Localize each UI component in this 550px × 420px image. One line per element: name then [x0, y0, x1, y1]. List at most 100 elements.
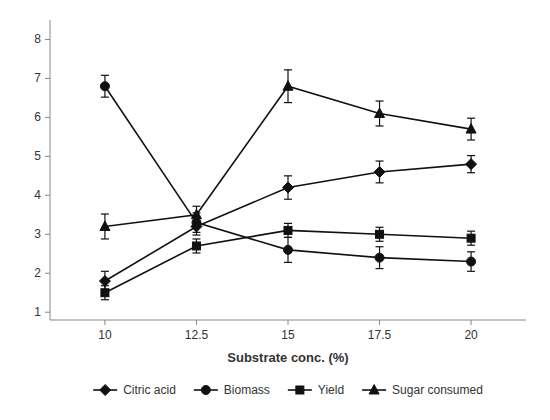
y-tick	[45, 117, 50, 118]
series	[100, 70, 476, 239]
data-point	[466, 159, 477, 170]
error-bar	[376, 247, 384, 269]
x-tick	[471, 320, 472, 325]
error-bar-cap	[101, 213, 109, 214]
data-point	[100, 82, 109, 91]
legend-label: Sugar consumed	[392, 383, 483, 397]
error-bar-cap	[284, 262, 292, 263]
data-point	[101, 289, 109, 297]
error-bar-cap	[467, 155, 475, 156]
error-bar	[101, 286, 109, 300]
x-tick	[379, 320, 380, 325]
data-point	[467, 234, 475, 242]
x-tick-label: 20	[464, 328, 478, 342]
x-tick-label: 10	[98, 328, 112, 342]
data-point	[100, 221, 110, 231]
data-point	[191, 209, 201, 219]
x-axis-label: Substrate conc. (%)	[227, 350, 348, 365]
series-line	[105, 230, 471, 292]
x-tick-label: 12.5	[185, 328, 209, 342]
x-tick-label: 15	[281, 328, 295, 342]
error-bar	[467, 252, 475, 271]
error-bar	[376, 101, 384, 126]
error-bar-cap	[101, 97, 109, 98]
error-bar	[192, 206, 200, 223]
legend-swatch-marker	[369, 385, 379, 395]
data-point	[466, 124, 476, 134]
error-bar-cap	[467, 251, 475, 252]
series	[100, 75, 475, 271]
error-bar-cap	[192, 234, 200, 235]
y-tick	[45, 78, 50, 79]
data-point	[284, 245, 293, 254]
error-bar-cap	[284, 223, 292, 224]
data-point	[374, 166, 385, 177]
error-bar-cap	[467, 231, 475, 232]
error-bar-cap	[192, 232, 200, 233]
y-tick-label: 4	[34, 188, 41, 202]
y-tick	[45, 273, 50, 274]
error-bar-cap	[376, 241, 384, 242]
legend-item: Sugar consumed	[362, 383, 483, 397]
error-bar-cap	[284, 237, 292, 238]
error-bar-cap	[376, 182, 384, 183]
chart-container: 1012.51517.52012345678Substrate conc. (%…	[0, 0, 550, 420]
legend-label: Yield	[318, 383, 344, 397]
series	[101, 223, 475, 299]
error-bar-cap	[284, 199, 292, 200]
error-bar	[284, 70, 292, 103]
series	[99, 156, 476, 291]
plot-area	[99, 70, 476, 300]
error-bar-cap	[192, 238, 200, 239]
y-tick	[45, 234, 50, 235]
error-bar-cap	[284, 102, 292, 103]
error-bar-cap	[467, 271, 475, 272]
y-tick-label: 6	[34, 110, 41, 124]
legend-swatch-marker	[100, 385, 111, 396]
legend-item: Yield	[288, 383, 344, 397]
y-tick-label: 8	[34, 32, 41, 46]
y-tick-label: 3	[34, 227, 41, 241]
error-bar-cap	[284, 237, 292, 238]
error-bar	[376, 227, 384, 241]
error-bar-cap	[101, 75, 109, 76]
x-tick	[288, 320, 289, 325]
y-tick-label: 2	[34, 266, 41, 280]
data-point	[284, 226, 292, 234]
error-bar-cap	[101, 285, 109, 286]
error-bar	[101, 75, 109, 97]
error-bar-cap	[376, 268, 384, 269]
y-tick-label: 7	[34, 71, 41, 85]
error-bar	[192, 239, 200, 253]
y-tick-label: 1	[34, 305, 41, 319]
error-bar-cap	[467, 118, 475, 119]
error-bar-cap	[101, 299, 109, 300]
series-line	[105, 164, 471, 281]
error-bar-cap	[376, 160, 384, 161]
y-tick-label: 5	[34, 149, 41, 163]
legend-item: Citric acid	[93, 383, 176, 397]
y-tick	[45, 312, 50, 313]
x-tick	[104, 320, 105, 325]
error-bar-cap	[284, 175, 292, 176]
y-tick	[45, 195, 50, 196]
error-bar-cap	[284, 69, 292, 70]
y-tick	[45, 39, 50, 40]
data-point	[99, 276, 110, 287]
error-bar-cap	[376, 227, 384, 228]
error-bar-cap	[192, 252, 200, 253]
legend-label: Biomass	[224, 383, 270, 397]
chart-svg: 1012.51517.52012345678Substrate conc. (%…	[0, 0, 550, 420]
error-bar-cap	[101, 271, 109, 272]
error-bar-cap	[467, 245, 475, 246]
x-tick	[196, 320, 197, 325]
y-tick	[45, 156, 50, 157]
series-line	[105, 86, 471, 226]
legend-swatch-marker	[201, 386, 210, 395]
error-bar	[467, 231, 475, 245]
data-point	[375, 253, 384, 262]
error-bar	[284, 223, 292, 237]
error-bar-cap	[376, 100, 384, 101]
error-bar	[284, 237, 292, 262]
legend-item: Biomass	[194, 383, 270, 397]
